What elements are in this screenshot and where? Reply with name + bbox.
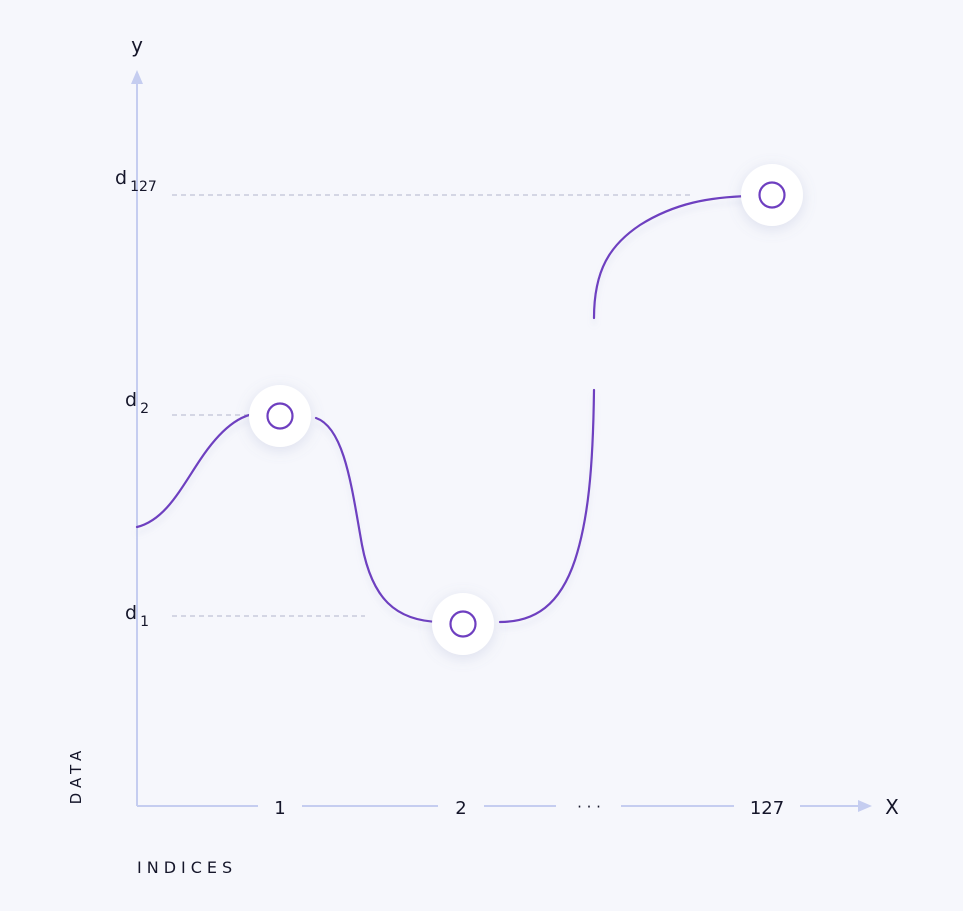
y-level-subscript: 1: [140, 614, 149, 630]
curve-segment: [498, 388, 596, 624]
x-tick-label: 2: [455, 798, 466, 819]
y-axis: [131, 70, 143, 806]
point-marker: [266, 402, 294, 430]
x-tick-ellipsis: · · ·: [577, 798, 601, 816]
y-level-subscript: 127: [130, 179, 157, 195]
y-axis-label: y: [131, 33, 143, 57]
y-level-base: d: [125, 602, 137, 624]
curve-segment: [592, 194, 752, 320]
curve-segment: [135, 411, 264, 529]
y-level-base: d: [115, 167, 127, 189]
point-marker: [758, 181, 786, 209]
data-point-2: [432, 593, 494, 655]
y-level-base: d: [125, 389, 137, 411]
data-point-1: [249, 385, 311, 447]
y-level-label-d127: d 127: [115, 167, 157, 195]
point-marker: [449, 610, 477, 638]
y-level-subscript: 2: [140, 401, 149, 417]
data-axis-title: DATA: [67, 745, 85, 805]
x-axis-arrow: [858, 800, 872, 812]
indices-axis-title: INDICES: [137, 858, 238, 877]
x-axis: [137, 800, 872, 812]
data-curve: [135, 194, 752, 624]
x-tick-label: 1: [274, 798, 285, 819]
y-axis-arrow: [131, 70, 143, 84]
x-axis-label: X: [885, 795, 899, 819]
x-tick-label: 127: [750, 798, 784, 819]
data-point-127: [741, 164, 803, 226]
curve-segment: [314, 416, 442, 624]
